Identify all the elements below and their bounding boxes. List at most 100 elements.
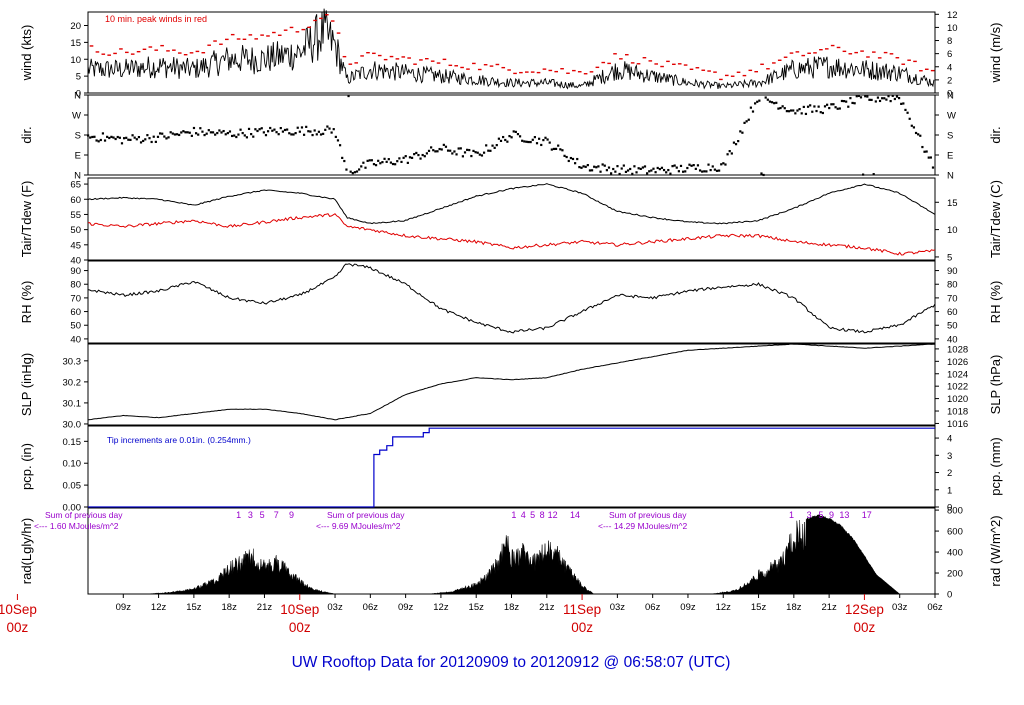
rad-right-tick-label: 0 [947, 590, 952, 601]
wind-direction-point [226, 131, 229, 135]
solar-radiation-area [711, 514, 901, 595]
wind-direction-point [682, 170, 685, 173]
wind-direction-point [692, 164, 695, 167]
wind-direction-point [233, 134, 236, 137]
wind-direction-point [478, 153, 481, 156]
wind-direction-point [648, 170, 651, 173]
wind-direction-point [476, 151, 479, 154]
wind-direction-point [565, 155, 568, 159]
dir-right-tick-label: N [947, 91, 954, 102]
wind-direction-point [396, 160, 399, 163]
wind-direction-point [220, 131, 223, 134]
wind-direction-point [525, 140, 528, 143]
wind-direction-point [290, 133, 293, 136]
wind-direction-point [264, 134, 268, 137]
wind-direction-point [798, 108, 801, 111]
wind-direction-point [506, 140, 509, 143]
rh-left-tick-label: 90 [70, 266, 81, 277]
rh-left-tick-label: 60 [70, 307, 81, 318]
wind-direction-point [372, 163, 376, 166]
wind-direction-point [421, 153, 424, 157]
wind-direction-point [495, 144, 498, 147]
wind-direction-point [504, 138, 507, 142]
wind-direction-point [690, 164, 693, 167]
wind-direction-point [679, 164, 683, 168]
wind-direction-point [482, 151, 486, 154]
solar-hour-marker: 5 [818, 510, 823, 520]
pcp-left-tick-label: 0.05 [63, 481, 82, 492]
daily-sum-heading: Sum of previous day [327, 510, 405, 520]
wind-direction-point [851, 101, 854, 105]
wind-direction-point [374, 164, 378, 167]
wind-direction-point [923, 150, 926, 153]
pcp-right-tick-label: 0 [947, 503, 952, 514]
wind-direction-point [730, 152, 733, 155]
temp-left-tick-label: 50 [70, 225, 81, 236]
slp-right-tick-label: 1016 [947, 419, 968, 430]
wind-direction-point [523, 140, 526, 143]
wind-direction-point [821, 111, 824, 115]
wind-direction-point [883, 97, 886, 100]
wind-direction-point [330, 131, 333, 134]
wind-direction-point [612, 167, 615, 171]
wind-direction-point [108, 136, 111, 140]
wind-direction-point [620, 167, 623, 170]
wind-direction-point [182, 130, 185, 133]
wind-direction-point [254, 128, 257, 131]
wind-direction-point [546, 138, 549, 141]
wind-direction-point [89, 136, 92, 139]
panel-slp: SLP (inHg) SLP (hPa)30.030.130.230.310161… [19, 343, 1003, 430]
wind-direction-point [665, 171, 668, 174]
temp-right-tick-label: 5 [947, 252, 952, 263]
wind-direction-point [190, 134, 193, 137]
wind-direction-point [603, 164, 606, 167]
wind-right-tick-label: 2 [947, 75, 952, 86]
wind-direction-point [550, 148, 553, 151]
wind-direction-point [260, 127, 263, 130]
wind-direction-point [413, 153, 416, 156]
dir-left-tick-label: S [75, 131, 81, 142]
wind-direction-point [826, 103, 829, 106]
wind-direction-point [154, 140, 157, 143]
wind-direction-point [610, 172, 613, 175]
wind-direction-point [819, 111, 822, 114]
wind-direction-point [544, 136, 547, 139]
day-label-hour: 00z [571, 620, 593, 635]
wind-direction-point [654, 171, 657, 174]
wind-direction-point [779, 106, 782, 110]
wind-direction-point [167, 136, 170, 139]
temp-left-tick-label: 45 [70, 240, 81, 251]
rh-left-tick-label: 70 [70, 293, 81, 304]
wind-direction-point [440, 148, 443, 151]
dir-right-tick-label: S [947, 131, 953, 142]
wind-direction-point [569, 156, 572, 160]
wind-direction-point [457, 147, 460, 150]
wind-direction-point [283, 128, 287, 132]
wind-direction-point [224, 133, 227, 136]
wind-direction-point [669, 172, 672, 175]
rh-right-tick-label: 80 [947, 280, 958, 291]
wind-direction-point [514, 130, 517, 134]
wind-direction-point [394, 163, 397, 166]
wind-direction-point [929, 156, 932, 159]
wind-direction-point [296, 126, 299, 129]
slp-left-tick-label: 30.0 [63, 419, 82, 430]
wind-direction-point [698, 169, 702, 172]
wind-right-tick-label: 0 [947, 89, 952, 100]
wind-direction-point [756, 100, 759, 103]
wind-direction-point [675, 166, 678, 169]
day-label-date: 10Sep [0, 602, 37, 617]
daily-sum-value: <--- 14.29 MJoules/m^2 [598, 521, 688, 531]
wind-direction-point [453, 150, 456, 153]
wind-direction-point [739, 130, 742, 133]
wind-direction-point [709, 168, 712, 172]
wind-direction-point [214, 133, 217, 136]
wind-direction-point [158, 132, 162, 135]
wind-direction-point [470, 154, 473, 158]
solar-hour-marker: 5 [260, 510, 265, 520]
wind-direction-point [364, 166, 367, 169]
wind-left-tick-label: 20 [70, 21, 81, 32]
wind-direction-point [813, 105, 816, 108]
time-axis-tick-label: 15z [751, 602, 767, 613]
